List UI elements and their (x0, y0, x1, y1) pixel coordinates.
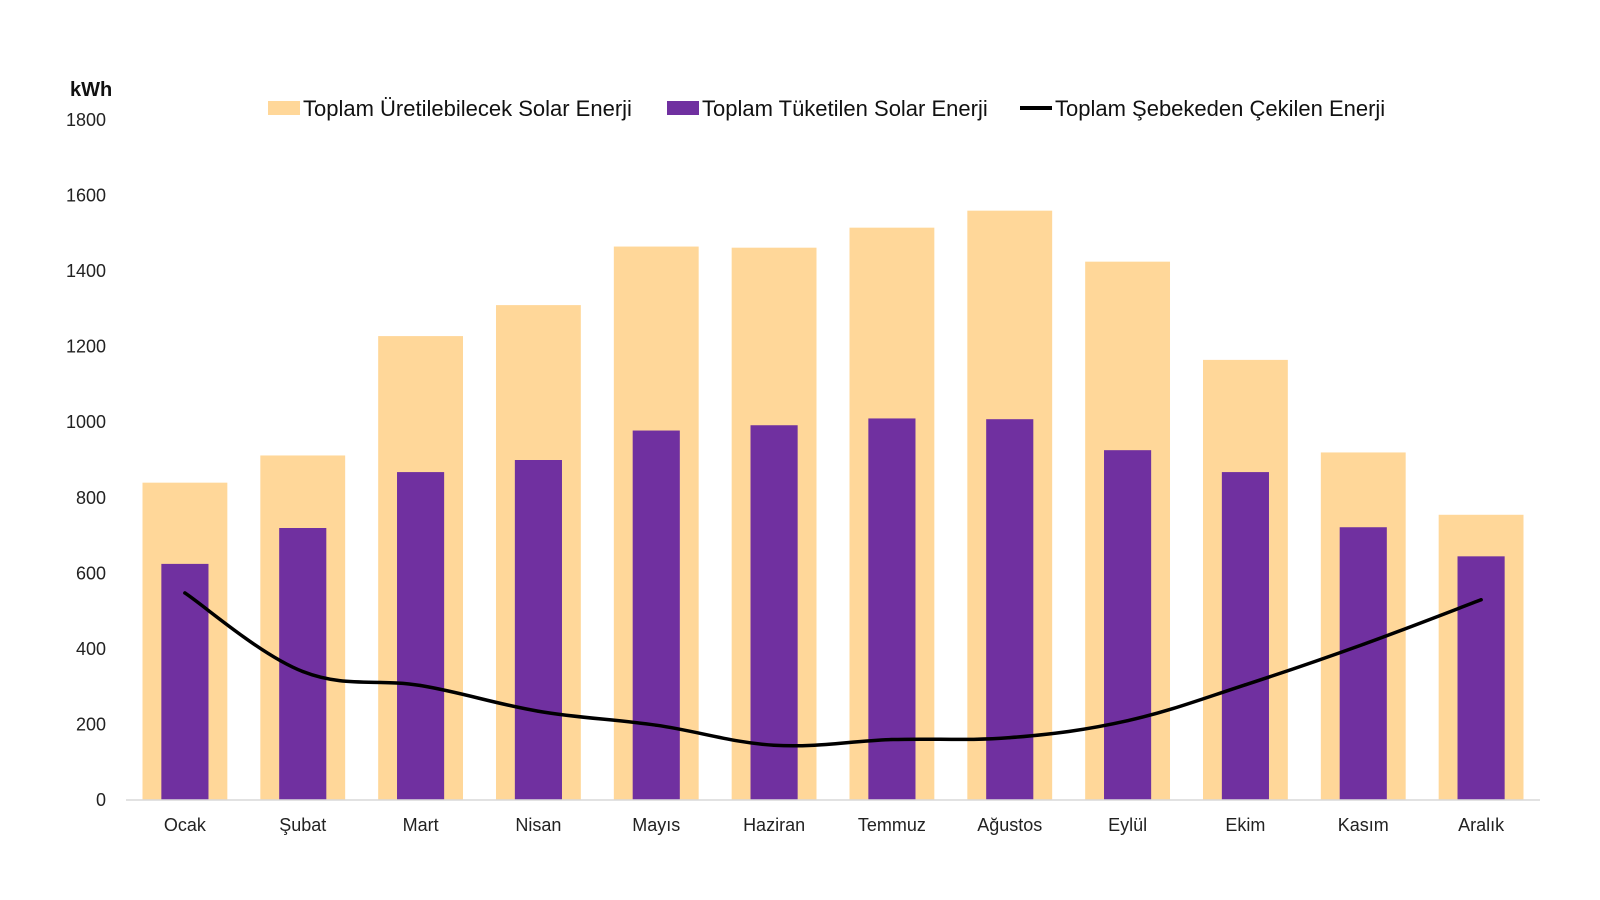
legend-swatch-produced (268, 101, 300, 115)
line-point-grid (1361, 642, 1365, 646)
bar-consumed (514, 460, 562, 800)
y-tick-label: 1000 (66, 412, 106, 432)
bar-consumed (632, 430, 680, 800)
series-produced (142, 210, 1524, 801)
y-axis-unit-label: kWh (70, 79, 112, 101)
bar-consumed (750, 425, 798, 800)
line-grid-energy (183, 591, 1483, 748)
bar-consumed (1221, 472, 1269, 800)
y-tick-label: 1400 (66, 261, 106, 281)
bar-consumed (1457, 556, 1505, 800)
y-tick-label: 1200 (66, 337, 106, 357)
legend-label-consumed: Toplam Tüketilen Solar Enerji (702, 96, 988, 121)
series-grid (183, 591, 1483, 748)
line-point-grid (890, 737, 894, 742)
legend: Toplam Üretilebilecek Solar Enerji Topla… (268, 96, 1385, 121)
x-tick-label: Nisan (515, 815, 561, 835)
x-tick-label: Mayıs (632, 815, 680, 835)
x-tick-label: Ekim (1225, 815, 1265, 835)
y-tick-label: 200 (76, 714, 106, 734)
series-consumed (161, 418, 1505, 800)
bar-consumed (1104, 450, 1152, 800)
line-point-grid (1243, 683, 1248, 687)
x-tick-label: Eylül (1108, 815, 1147, 835)
x-axis: Ocak Şubat Mart Nisan Mayıs Haziran Temmuz Ağus… (164, 815, 1505, 835)
legend-item-consumed: Toplam Tüketilen Solar Enerji (667, 96, 988, 121)
y-tick-label: 800 (76, 488, 106, 508)
legend-swatch-consumed (667, 101, 699, 115)
line-point-grid (301, 669, 305, 674)
x-tick-label: Ağustos (977, 815, 1042, 835)
y-tick-label: 0 (96, 790, 106, 810)
bar-consumed (397, 472, 445, 800)
legend-item-grid: Toplam Şebekeden Çekilen Enerji (1020, 96, 1385, 121)
y-tick-label: 1600 (66, 186, 106, 206)
y-axis: 0 200 400 600 800 1000 1200 1400 1600 1800 (66, 110, 106, 810)
bar-consumed (161, 563, 209, 800)
legend-item-produced: Toplam Üretilebilecek Solar Enerji (268, 96, 632, 121)
line-point-grid (772, 743, 776, 747)
bar-consumed (1339, 527, 1387, 800)
x-tick-label: Ocak (164, 815, 207, 835)
legend-label-grid: Toplam Şebekeden Çekilen Enerji (1055, 96, 1385, 121)
bar-consumed (986, 419, 1034, 800)
line-point-grid (183, 591, 187, 595)
bar-consumed (868, 418, 916, 800)
x-tick-label: Haziran (743, 815, 805, 835)
line-point-grid (1479, 598, 1483, 602)
x-tick-label: Mart (403, 815, 439, 835)
line-point-grid (536, 709, 541, 713)
x-tick-label: Kasım (1338, 815, 1389, 835)
x-tick-label: Temmuz (858, 815, 926, 835)
line-point-grid (1008, 736, 1012, 740)
x-tick-label: Şubat (279, 815, 326, 835)
y-tick-label: 400 (76, 639, 106, 659)
y-tick-label: 600 (76, 563, 106, 583)
line-point-grid (654, 723, 658, 727)
x-tick-label: Aralık (1458, 815, 1505, 835)
line-point-grid (418, 683, 423, 688)
y-tick-label: 1800 (66, 110, 106, 130)
legend-label-produced: Toplam Üretilebilecek Solar Enerji (303, 96, 632, 121)
line-point-grid (1125, 719, 1130, 723)
